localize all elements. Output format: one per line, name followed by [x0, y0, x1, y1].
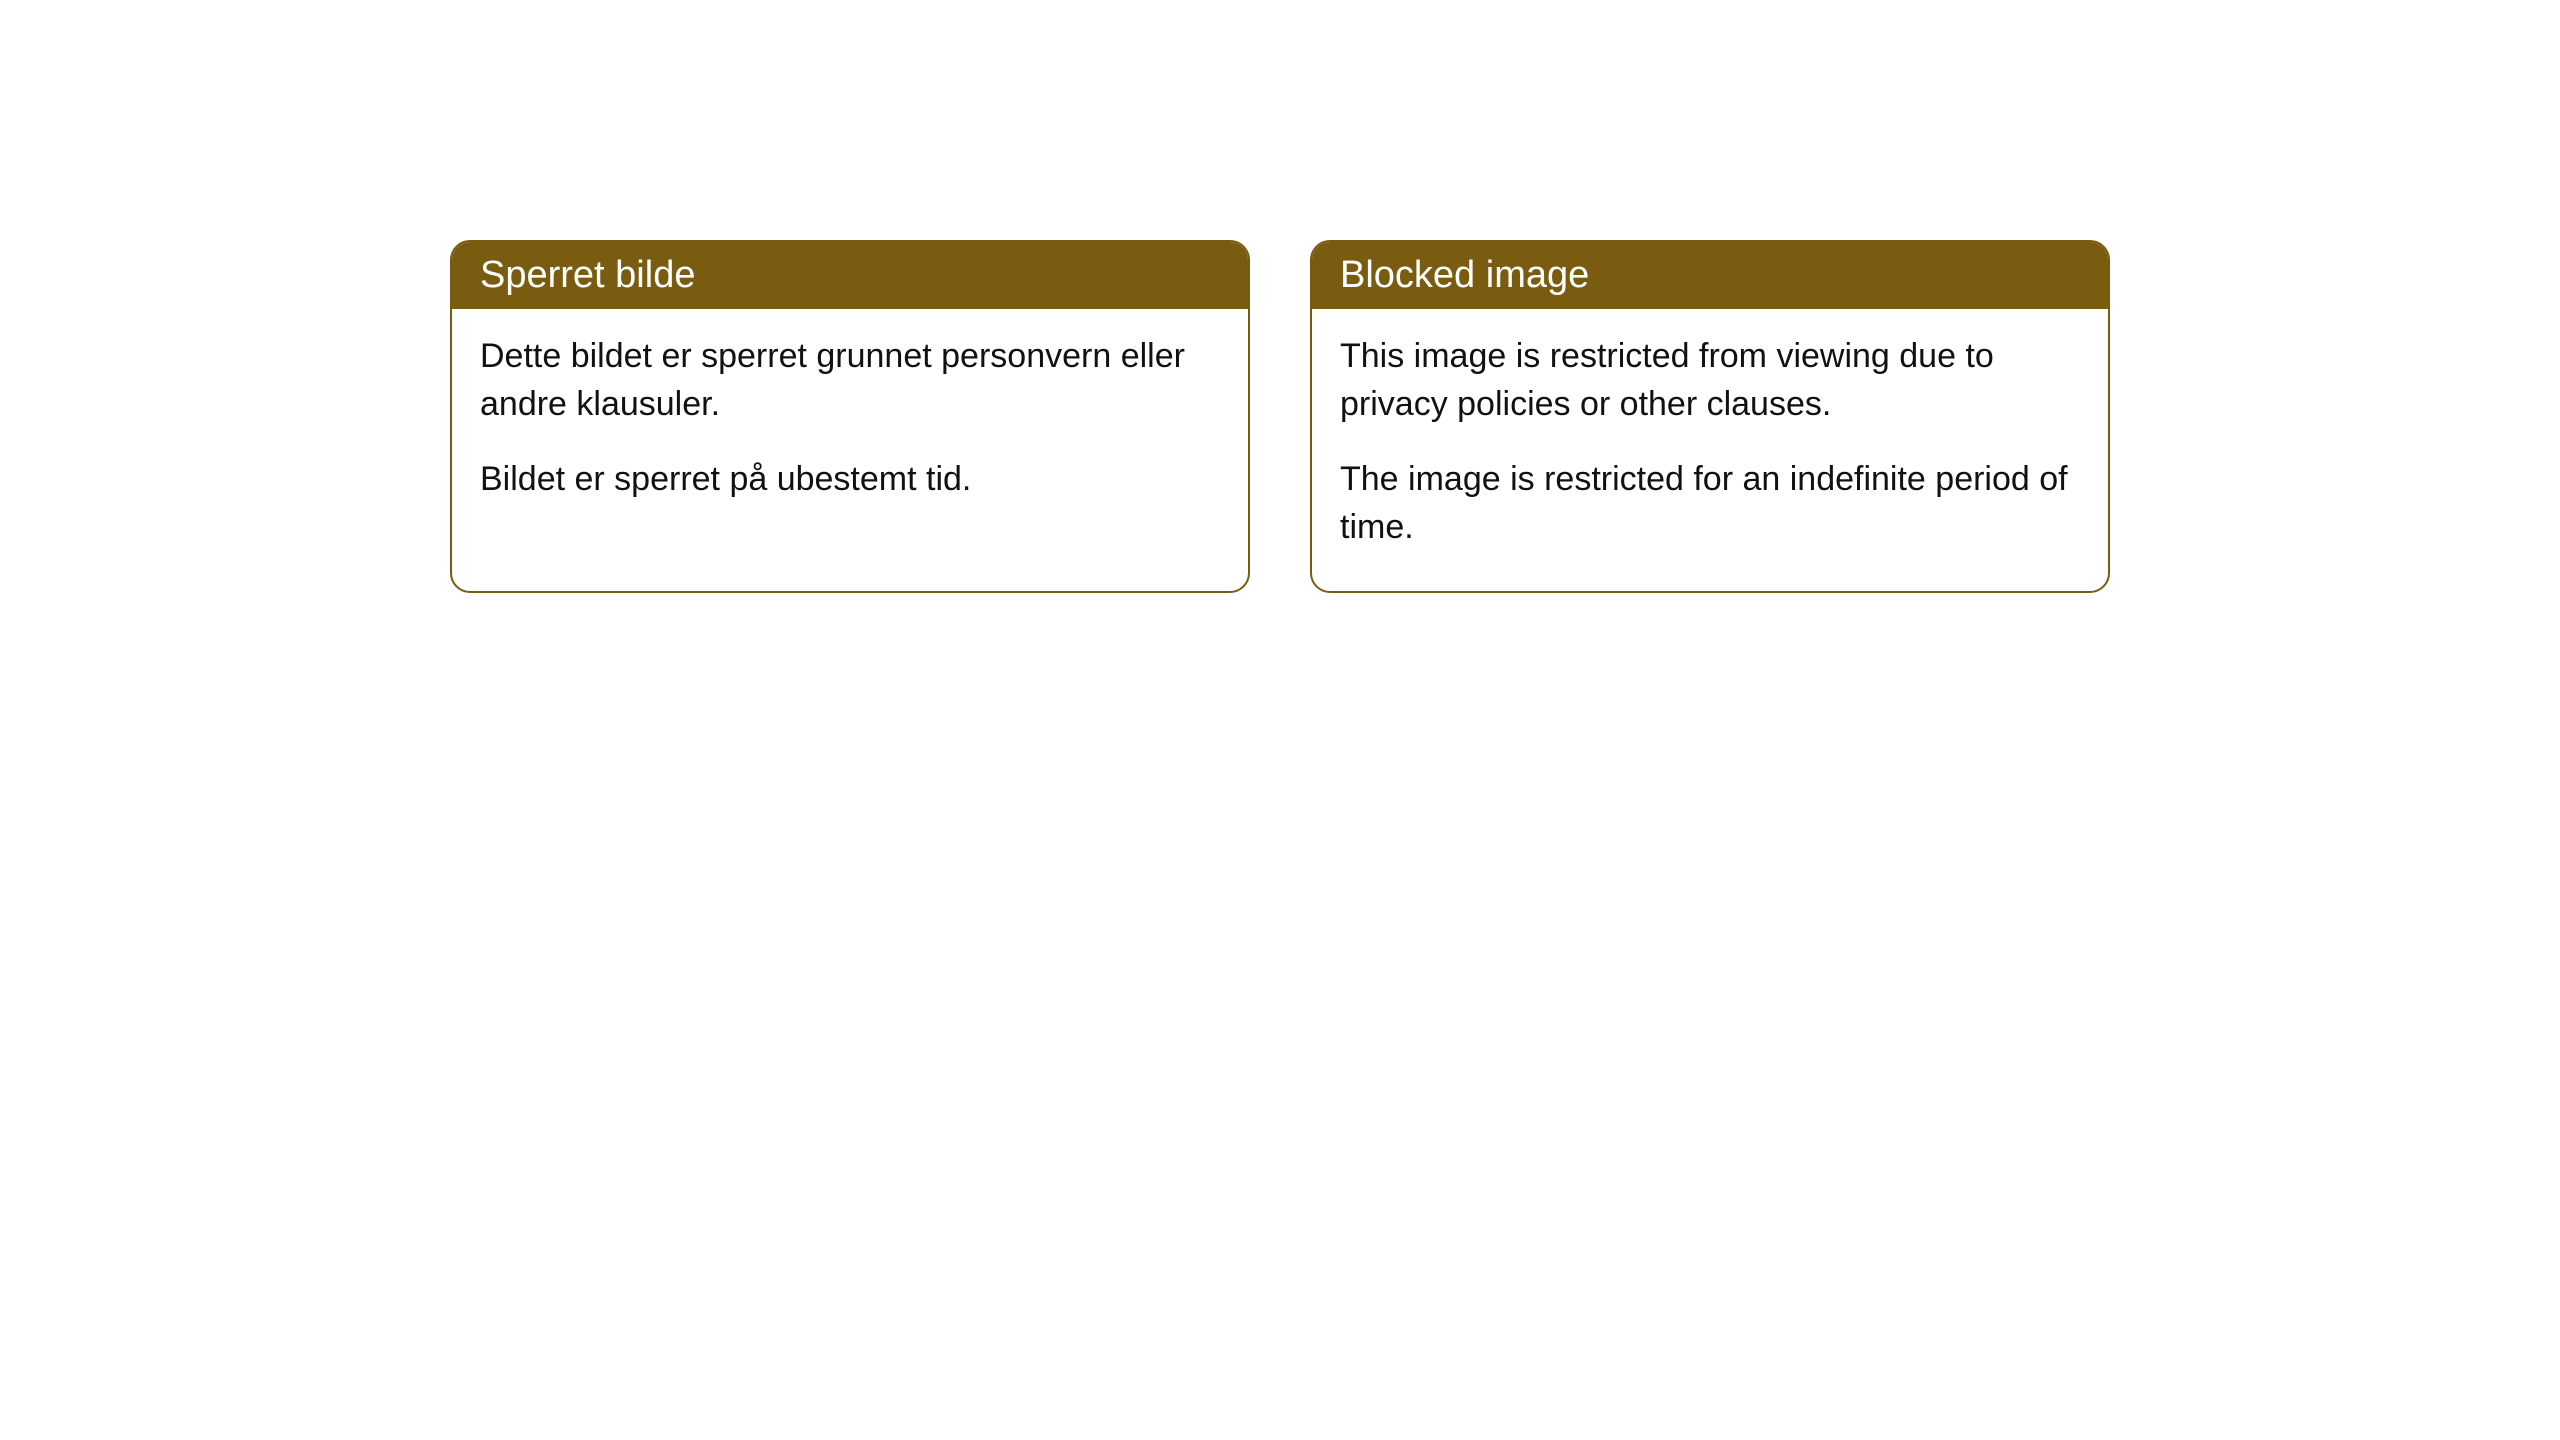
notice-container: Sperret bilde Dette bildet er sperret gr…	[0, 0, 2560, 593]
card-paragraph: This image is restricted from viewing du…	[1340, 333, 2080, 428]
notice-card-english: Blocked image This image is restricted f…	[1310, 240, 2110, 593]
card-paragraph: The image is restricted for an indefinit…	[1340, 456, 2080, 551]
card-header: Sperret bilde	[452, 242, 1248, 309]
card-title: Sperret bilde	[480, 254, 695, 296]
card-body: This image is restricted from viewing du…	[1312, 309, 2108, 591]
card-body: Dette bildet er sperret grunnet personve…	[452, 309, 1248, 544]
card-title: Blocked image	[1340, 254, 1589, 296]
card-paragraph: Bildet er sperret på ubestemt tid.	[480, 456, 1220, 504]
card-paragraph: Dette bildet er sperret grunnet personve…	[480, 333, 1220, 428]
card-header: Blocked image	[1312, 242, 2108, 309]
notice-card-norwegian: Sperret bilde Dette bildet er sperret gr…	[450, 240, 1250, 593]
